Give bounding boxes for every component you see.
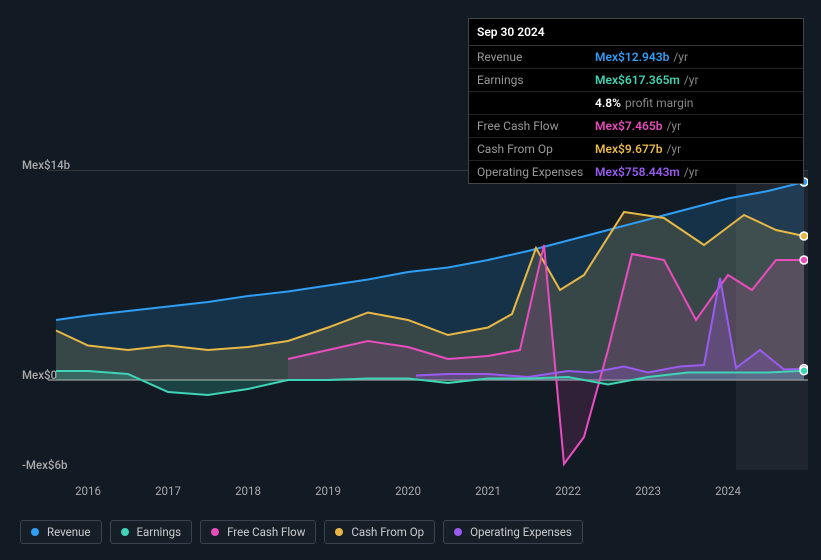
x-axis-label: 2020 [395,484,421,498]
x-axis-label: 2017 [155,484,181,498]
legend-item[interactable]: Free Cash Flow [200,520,316,544]
legend-item[interactable]: Revenue [20,520,102,544]
tooltip-label: Free Cash Flow [477,119,595,133]
x-axis-label: 2018 [235,484,261,498]
tooltip-suffix: /yr [666,119,681,133]
series-endpoint [800,367,808,375]
legend-item[interactable]: Operating Expenses [443,520,583,544]
tooltip-suffix: /yr [666,142,681,156]
legend-item[interactable]: Earnings [110,520,193,544]
x-axis-label: 2023 [635,484,661,498]
tooltip-value: Mex$758.443m [595,165,680,179]
tooltip-date: Sep 30 2024 [469,19,803,46]
tooltip-suffix: profit margin [625,96,693,110]
tooltip-row: 4.8% profit margin [469,92,803,115]
legend-label: Operating Expenses [470,525,572,539]
tooltip-suffix: /yr [673,50,688,64]
x-axis-label: 2021 [475,484,501,498]
tooltip-value: Mex$7.465b [595,119,662,133]
tooltip-row: Free Cash FlowMex$7.465b/yr [469,115,803,138]
x-axis-label: 2019 [315,484,341,498]
legend-dot [31,528,39,536]
series-endpoint [800,232,808,240]
x-axis-label: 2024 [715,484,741,498]
tooltip-value: Mex$12.943b [595,50,669,64]
x-axis-label: 2022 [555,484,581,498]
legend-item[interactable]: Cash From Op [324,520,435,544]
legend-label: Earnings [137,525,182,539]
legend-label: Cash From Op [351,525,424,539]
legend-label: Revenue [47,525,91,539]
legend-dot [211,528,219,536]
tooltip-row: Cash From OpMex$9.677b/yr [469,138,803,161]
tooltip-row: Operating ExpensesMex$758.443m/yr [469,161,803,183]
legend: Revenue Earnings Free Cash Flow Cash From O… [20,520,583,544]
tooltip-row: EarningsMex$617.365m/yr [469,69,803,92]
legend-dot [335,528,343,536]
tooltip-value: Mex$9.677b [595,142,662,156]
legend-dot [121,528,129,536]
chart-plot[interactable] [18,170,808,480]
legend-dot [454,528,462,536]
hover-tooltip: Sep 30 2024 RevenueMex$12.943b/yrEarning… [468,18,804,184]
tooltip-label: Operating Expenses [477,165,595,179]
tooltip-value: Mex$617.365m [595,73,680,87]
legend-label: Free Cash Flow [227,525,305,539]
x-axis-label: 2016 [75,484,101,498]
series-endpoint [800,256,808,264]
tooltip-value: 4.8% [595,96,621,110]
tooltip-label: Earnings [477,73,595,87]
tooltip-suffix: /yr [684,165,699,179]
tooltip-suffix: /yr [684,73,699,87]
tooltip-row: RevenueMex$12.943b/yr [469,46,803,69]
tooltip-label [477,96,595,110]
tooltip-label: Revenue [477,50,595,64]
tooltip-label: Cash From Op [477,142,595,156]
